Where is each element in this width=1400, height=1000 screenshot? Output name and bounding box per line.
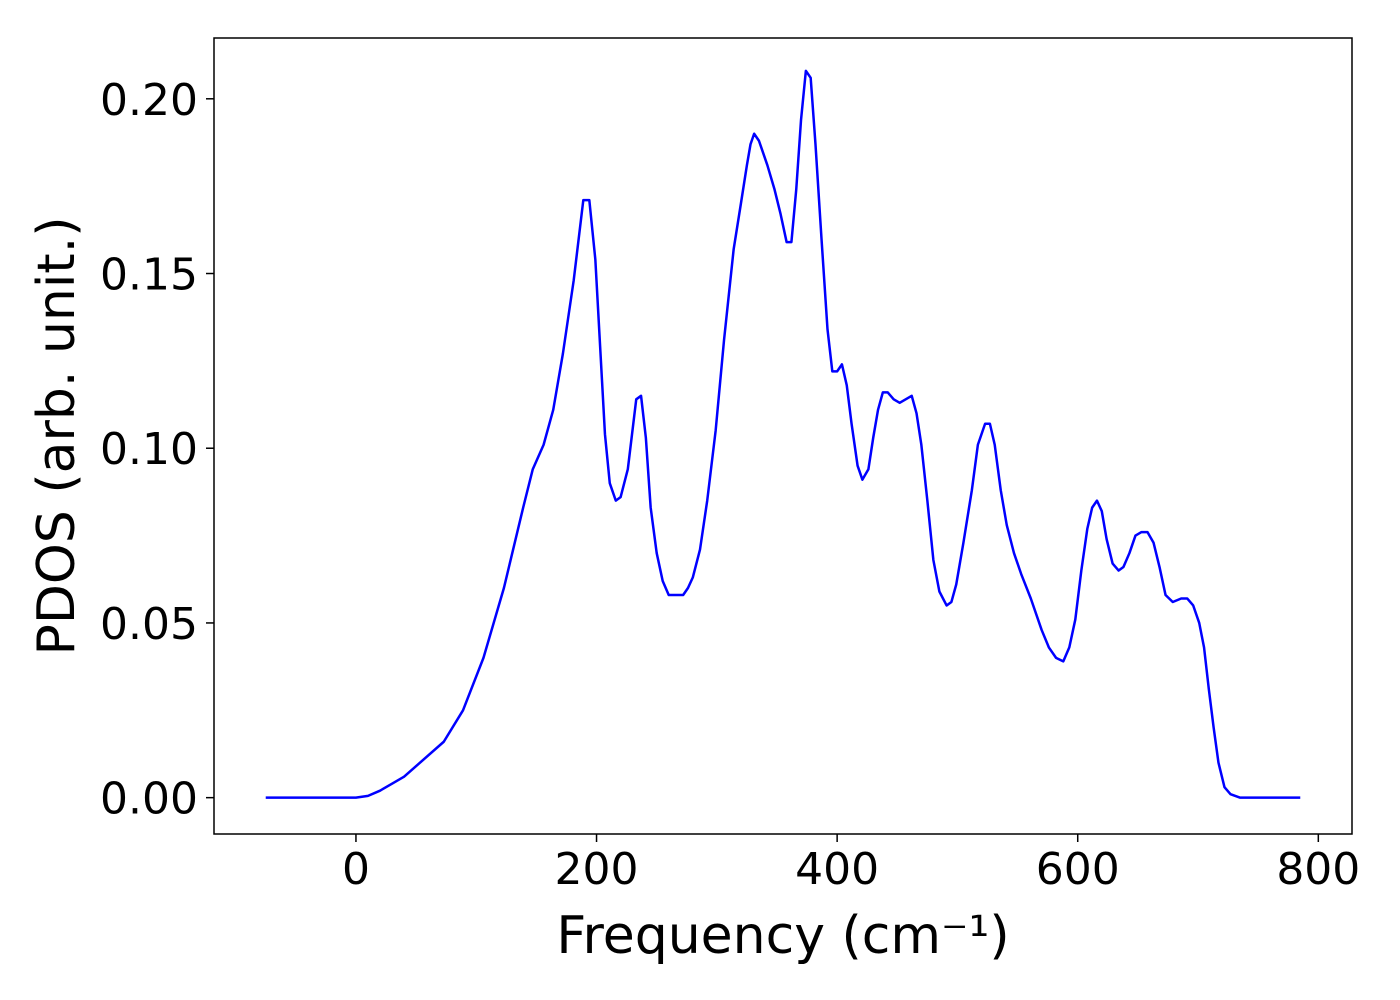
data-line <box>265 69 1301 799</box>
x-tick-label: 200 <box>555 844 639 895</box>
y-tick-label: 0.15 <box>100 250 198 301</box>
y-tick-label: 0.10 <box>100 424 198 475</box>
x-axis-label: Frequency (cm⁻¹) <box>556 906 1009 966</box>
x-tick-label: 800 <box>1276 844 1360 895</box>
y-tick-label: 0.05 <box>100 599 198 650</box>
y-tick-label: 0.00 <box>100 774 198 825</box>
y-axis-label: PDOS (arb. unit.) <box>27 216 87 655</box>
plot-frame <box>213 37 1353 835</box>
x-tick-label: 600 <box>1036 844 1120 895</box>
x-tick-label: 400 <box>795 844 879 895</box>
x-tick-label: 0 <box>342 844 370 895</box>
y-tick-label: 0.20 <box>100 75 198 126</box>
